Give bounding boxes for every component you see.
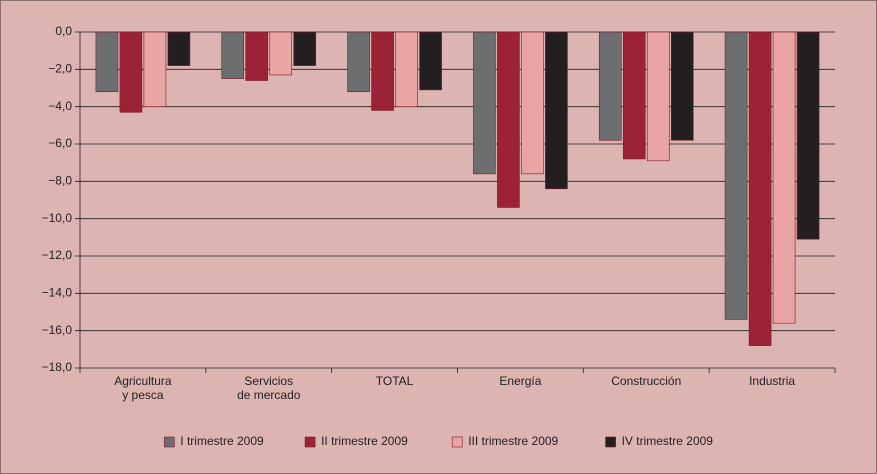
legend-label: IV trimestre 2009: [622, 434, 714, 448]
bar: [545, 31, 568, 190]
bar: [395, 31, 418, 107]
legend-label: I trimestre 2009: [180, 434, 264, 448]
y-tick-label: −16,0: [42, 323, 73, 337]
legend-swatch: [164, 436, 175, 448]
y-tick-label: −6,0: [48, 136, 72, 150]
y-tick-label: −2,0: [48, 62, 72, 76]
legend-swatch: [605, 436, 616, 448]
bar: [646, 31, 670, 162]
y-tick-label: −8,0: [48, 174, 72, 188]
y-tick-label: −14,0: [42, 286, 73, 300]
bar: [221, 31, 245, 79]
x-tick-label: Energía: [499, 374, 542, 388]
x-tick-label: Construcción: [611, 374, 682, 388]
legend-swatch: [451, 436, 463, 448]
y-tick-label: 0,0: [55, 24, 72, 38]
y-tick-label: −10,0: [42, 211, 73, 225]
bar: [772, 31, 796, 324]
bar: [419, 31, 442, 91]
bar: [95, 31, 119, 93]
bar: [245, 31, 269, 81]
y-tick-label: −12,0: [42, 248, 73, 262]
bar: [598, 31, 622, 141]
legend-label: II trimestre 2009: [321, 434, 408, 448]
y-tick-label: −18,0: [42, 360, 73, 374]
bar: [167, 31, 191, 66]
bar: [371, 31, 394, 111]
bar: [748, 31, 772, 346]
y-tick-label: −4,0: [48, 99, 72, 113]
x-tick-label: Agricultura y pesca: [114, 374, 172, 402]
x-tick-label: Industria: [749, 374, 796, 388]
bar: [670, 31, 694, 141]
bar: [796, 31, 820, 240]
x-tick-label: TOTAL: [375, 374, 414, 388]
x-tick-label: Servicios de mercado: [237, 374, 301, 402]
bar: [143, 31, 167, 107]
bar: [347, 31, 370, 93]
bar: [521, 31, 544, 175]
bar: [293, 31, 317, 66]
legend-label: III trimestre 2009: [468, 434, 558, 448]
bar: [497, 31, 520, 208]
bar: [269, 31, 293, 76]
bar: [473, 31, 496, 175]
bar: [622, 31, 646, 160]
legend-swatch: [304, 436, 316, 448]
bar: [724, 31, 748, 320]
bar: [119, 31, 143, 113]
